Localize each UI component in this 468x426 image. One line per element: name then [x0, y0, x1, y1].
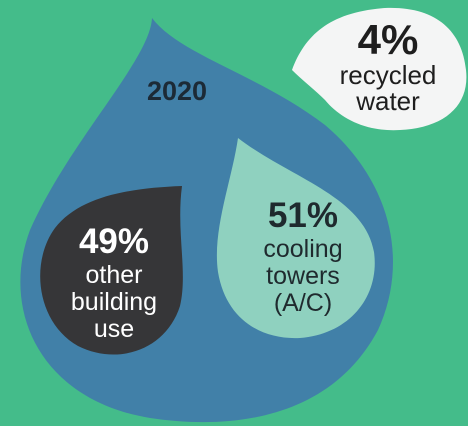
other-building-use-label: 49% other building use — [44, 222, 184, 343]
recycled-water-bubble — [292, 7, 467, 131]
recycled-water-text-line-2: water — [356, 86, 420, 116]
recycled-water-percent: 4% — [357, 16, 419, 63]
cooling-towers-text-line-2: towers — [266, 262, 340, 290]
other-building-use-text-line-3: use — [93, 315, 135, 343]
recycled-water-text-line-1: recycled — [339, 60, 437, 90]
cooling-towers-label: 51% cooling towers (A/C) — [228, 196, 378, 317]
cooling-towers-percent: 51% — [267, 196, 339, 235]
recycled-water-label: 4% recycled water — [322, 16, 454, 116]
other-building-use-drop — [40, 186, 183, 355]
other-building-use-text-line-2: building — [70, 288, 158, 316]
other-building-use-percent: 49% — [78, 222, 150, 261]
other-building-use-text-line-1: other — [85, 261, 143, 289]
year-label: 2020 — [146, 76, 208, 106]
cooling-towers-drop — [216, 138, 375, 339]
cooling-towers-text-line-1: cooling — [263, 235, 343, 263]
cooling-towers-text-line-3: (A/C) — [273, 289, 333, 317]
